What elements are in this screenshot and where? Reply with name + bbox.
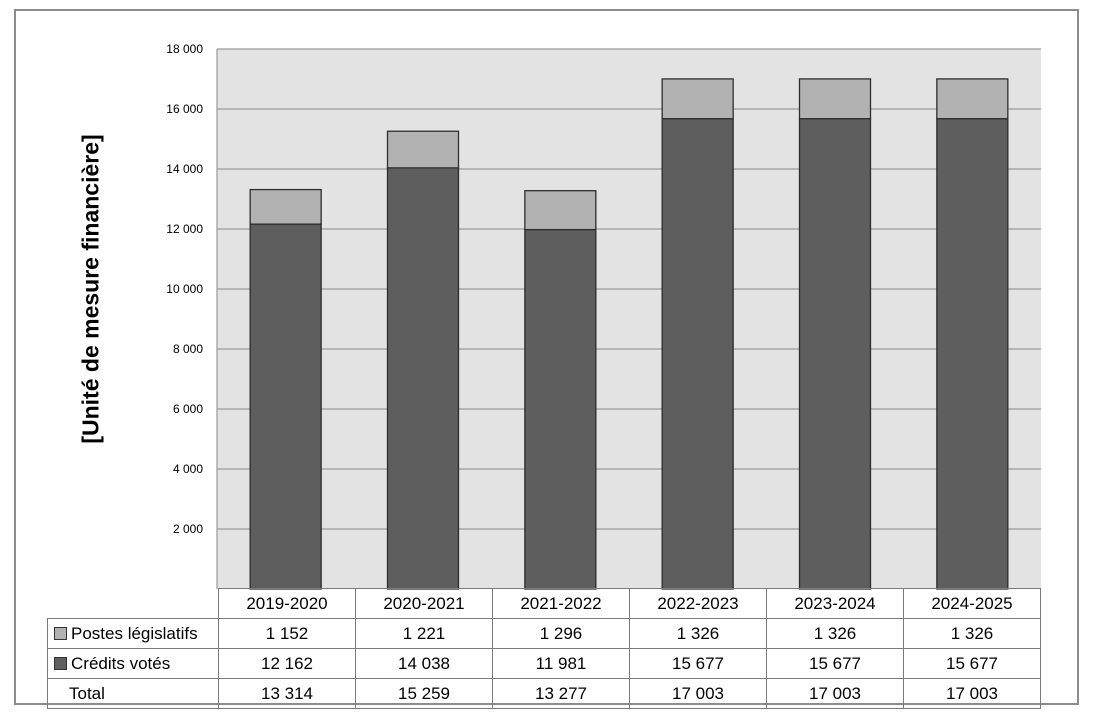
y-tick-label: 16 000 [166, 102, 203, 116]
data-label: 1 296 [492, 618, 630, 649]
table-header-row: 2019-2020 2020-2021 2021-2022 2022-2023 … [47, 588, 1041, 619]
category-label: 2021-2022 [492, 588, 630, 619]
data-label: 15 677 [766, 648, 904, 679]
y-tick-label: 8 000 [173, 342, 203, 356]
bar-segment [936, 118, 1009, 590]
bar-segment [386, 130, 460, 169]
y-tick-label: 14 000 [166, 162, 203, 176]
category-label: 2022-2023 [629, 588, 767, 619]
gridlines: 2 000 4 000 6 000 8 000 10 000 12 000 14 000 16… [166, 42, 1041, 589]
data-label: 11 981 [492, 648, 630, 679]
data-label: 15 677 [629, 648, 767, 679]
bar-segment [936, 78, 1009, 120]
bar-segment [249, 188, 322, 225]
y-axis-label: [Unité de mesure financière] [77, 134, 104, 444]
bar-segment [798, 118, 872, 590]
legend-item-credits-votes: Crédits votés [47, 648, 219, 679]
y-tick-label: 4 000 [173, 462, 203, 476]
data-label: 17 003 [903, 678, 1041, 709]
data-label: 17 003 [629, 678, 767, 709]
data-label: 15 259 [355, 678, 493, 709]
plot-area [217, 49, 1041, 589]
bars [249, 78, 1009, 590]
bar-segment [386, 167, 460, 590]
data-table: 2019-2020 2020-2021 2021-2022 2022-2023 … [47, 588, 1041, 709]
series-label: Postes législatifs [71, 623, 198, 643]
data-label: 1 326 [629, 618, 767, 649]
y-tick-label: 12 000 [166, 222, 203, 236]
category-label: 2019-2020 [218, 588, 356, 619]
data-label: 17 003 [766, 678, 904, 709]
data-label: 1 326 [766, 618, 904, 649]
category-label: 2023-2024 [766, 588, 904, 619]
total-label: Total [47, 678, 219, 709]
series-label: Total [69, 683, 105, 703]
series-label: Crédits votés [71, 653, 171, 673]
data-label: 1 152 [218, 618, 356, 649]
bar-segment [661, 78, 734, 120]
y-tick-label: 10 000 [166, 282, 203, 296]
y-tick-label: 18 000 [166, 42, 203, 56]
legend-item-postes-legislatifs: Postes législatifs [47, 618, 219, 649]
y-tick-label: 6 000 [173, 402, 203, 416]
bar-segment [798, 78, 872, 120]
bar-segment [524, 228, 597, 590]
category-label: 2024-2025 [903, 588, 1041, 619]
table-row: Total 13 314 15 259 13 277 17 003 17 003… [47, 678, 1041, 709]
data-label: 13 314 [218, 678, 356, 709]
data-label: 15 677 [903, 648, 1041, 679]
bar-segment [661, 118, 734, 590]
y-tick-label: 2 000 [173, 522, 203, 536]
data-label: 12 162 [218, 648, 356, 679]
bar-segment [524, 190, 597, 231]
data-label: 1 221 [355, 618, 493, 649]
data-label: 1 326 [903, 618, 1041, 649]
category-label: 2020-2021 [355, 588, 493, 619]
table-row: Crédits votés 12 162 14 038 11 981 15 67… [47, 648, 1041, 679]
legend-swatch [54, 626, 67, 640]
data-label: 13 277 [492, 678, 630, 709]
data-label: 14 038 [355, 648, 493, 679]
bar-segment [249, 223, 322, 590]
table-row: Postes législatifs 1 152 1 221 1 296 1 3… [47, 618, 1041, 649]
table-corner [47, 588, 219, 619]
legend-swatch [54, 656, 67, 670]
